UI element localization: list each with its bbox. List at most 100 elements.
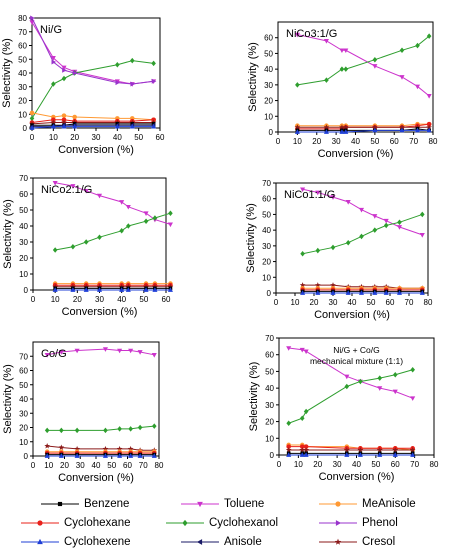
legend-marker — [196, 539, 203, 545]
data-point-toluene — [96, 193, 103, 199]
data-point-toluene — [117, 348, 123, 354]
x-tick-label: 50 — [107, 461, 116, 470]
x-tick-label: 0 — [274, 298, 279, 307]
data-point-cresol — [357, 447, 364, 453]
y-tick-label: 60 — [262, 195, 271, 204]
series-cyclohexanol — [286, 366, 415, 427]
chart-panel-6: 0 10 20 30 40 50 60 70 80 0 10 20 30 40 50 60 70 Conversi… — [248, 334, 439, 483]
data-point-cresol — [409, 447, 416, 453]
legend: Benzene Toluene MeAnisole Cyclohexane Cy… — [0, 488, 466, 550]
x-tick-label: 60 — [391, 460, 400, 469]
data-point-toluene — [44, 352, 50, 358]
chart-title: NiCo1:1/G — [284, 189, 335, 201]
data-point-toluene — [343, 48, 349, 54]
x-tick-label: 20 — [312, 137, 321, 146]
data-point-cyclohexanol — [372, 227, 378, 233]
legend-item-cyclohexene: Cyclohexene — [20, 534, 130, 550]
y-tick-label: 50 — [265, 367, 274, 376]
data-point-cyclohexene — [119, 287, 125, 292]
x-axis-label: Conversion (%) — [318, 148, 394, 160]
data-point-cyclohexene — [128, 453, 134, 458]
data-point-cyclohexanol — [303, 408, 309, 415]
legend-label: MeAnisole — [362, 498, 416, 510]
data-point-cresol — [61, 119, 67, 125]
series-line-meanisole — [31, 112, 154, 121]
data-point-cyclohexanol — [70, 244, 76, 250]
data-point-cresol — [303, 447, 309, 453]
legend-marker — [335, 501, 341, 507]
data-point-cyclohexene — [61, 123, 67, 129]
data-point-cyclohexanol — [286, 420, 291, 427]
data-point-cyclohexanol — [29, 115, 35, 122]
y-tick-label: 10 — [265, 434, 274, 443]
y-tick-label: 20 — [18, 97, 27, 106]
data-point-toluene — [392, 389, 398, 395]
series-toluene — [286, 346, 416, 401]
legend-item-cyclohexane: Cyclohexane — [20, 515, 130, 531]
x-tick-label: 10 — [51, 295, 60, 304]
legend-item-meanisole: MeAnisole — [318, 496, 416, 512]
x-tick-label: 10 — [293, 137, 302, 146]
data-point-cyclohexanol — [344, 383, 350, 390]
data-point-cresol — [414, 124, 421, 130]
data-point-toluene — [419, 233, 425, 238]
series-cyclohexene — [44, 453, 157, 458]
data-point-cresol — [426, 124, 432, 130]
x-tick-label: 30 — [92, 133, 101, 142]
data-point-cyclohexene — [414, 127, 421, 133]
y-tick-label: 70 — [18, 28, 27, 37]
data-point-cyclohexanol — [117, 426, 122, 432]
legend-marker — [334, 538, 342, 545]
data-point-cyclohexene — [339, 129, 345, 134]
data-point-cyclohexene — [70, 287, 76, 292]
data-point-cyclohexanol — [52, 247, 58, 253]
x-tick-label: 50 — [371, 460, 380, 469]
y-tick-label: 0 — [23, 124, 28, 133]
benzene-legend-swatch — [41, 501, 79, 507]
y-tick-label: 0 — [24, 286, 29, 295]
data-point-cyclohexene — [377, 452, 383, 457]
x-tick-label: 70 — [405, 298, 414, 307]
data-point-toluene — [323, 39, 329, 44]
x-tick-label: 20 — [310, 298, 319, 307]
data-point-cresol — [376, 447, 383, 453]
y-tick-label: 30 — [19, 409, 28, 418]
data-point-cresol — [299, 282, 306, 288]
x-tick-label: 40 — [348, 298, 357, 307]
x-tick-label: 40 — [117, 295, 126, 304]
y-tick-label: 20 — [265, 418, 274, 427]
data-point-cyclohexanol — [339, 66, 345, 72]
data-point-toluene — [137, 350, 143, 355]
x-tick-label: 80 — [430, 460, 439, 469]
chart-panel-5: 0 10 20 30 40 50 60 70 80 0 10 20 30 40 50 60 70 Conversi… — [2, 341, 164, 484]
data-point-cresol — [372, 124, 378, 130]
data-point-cyclohexene — [358, 290, 365, 295]
data-point-cresol — [294, 124, 301, 130]
y-tick-label: 0 — [270, 451, 275, 460]
data-point-cyclohexanol — [415, 42, 420, 49]
legend-label: Benzene — [84, 498, 130, 510]
x-tick-label: 0 — [31, 295, 36, 304]
series-line-cyclohexanol — [31, 60, 154, 119]
x-axis-label: Conversion (%) — [58, 144, 134, 156]
data-point-cresol — [83, 283, 90, 290]
data-point-phenol — [72, 70, 78, 76]
data-point-cresol — [143, 283, 149, 290]
data-point-cresol — [52, 283, 59, 290]
data-point-cresol — [102, 445, 109, 452]
chart-panel-3: 0 10 20 30 40 50 60 0 10 20 30 40 50 60 70 Conversion (… — [2, 174, 174, 318]
data-point-cyclohexanol — [129, 57, 135, 64]
data-point-cyclohexanol — [83, 239, 89, 245]
series-cresol — [294, 124, 432, 130]
y-tick-label: 0 — [24, 452, 29, 461]
series-toluene — [44, 347, 157, 358]
x-tick-label: 60 — [156, 133, 165, 142]
data-point-phenol — [130, 81, 136, 87]
y-tick-label: 30 — [18, 83, 27, 92]
data-point-cyclohexene — [72, 123, 78, 129]
data-point-toluene — [377, 386, 383, 391]
data-point-toluene — [345, 200, 351, 205]
x-tick-label: 40 — [113, 133, 122, 142]
series-line-cyclohexanol — [297, 35, 430, 86]
legend-item-phenol: Phenol — [318, 515, 398, 531]
